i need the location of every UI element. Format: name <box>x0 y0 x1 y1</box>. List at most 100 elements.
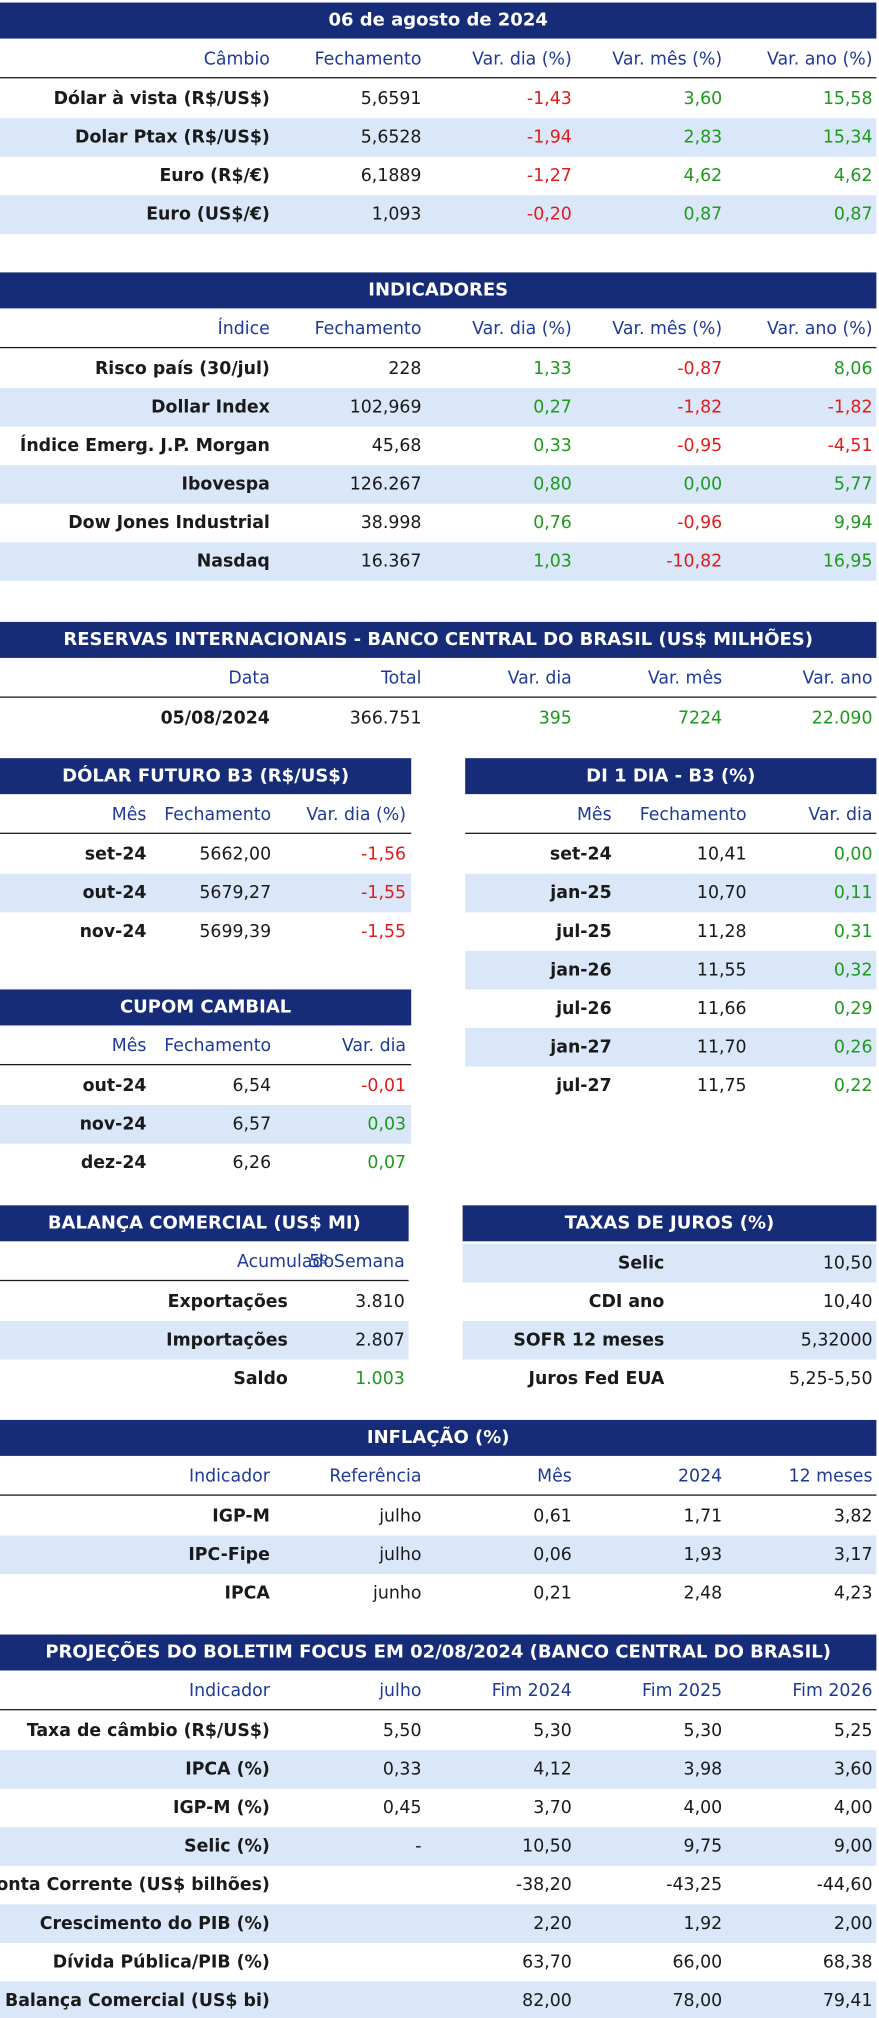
row-label: Juros Fed EUA <box>528 1368 665 1390</box>
table-row: Dow Jones Industrial 38.998 0,76 -0,96 9,94 <box>0 504 876 543</box>
cell-value: 6,1889 <box>360 165 422 187</box>
column-label: Var. mês (%) <box>612 48 723 70</box>
cell-value: 0,22 <box>833 1075 873 1097</box>
table-row: Taxa de câmbio (R$/US$) 5,50 5,30 5,30 5,25 <box>0 1712 876 1751</box>
row-label: IGP-M <box>212 1506 270 1527</box>
row-label: Selic <box>617 1252 665 1274</box>
table-row: jul-25 11,28 0,31 <box>465 912 876 951</box>
cell-value: 11,75 <box>696 1075 747 1097</box>
cell-value: -10,82 <box>666 551 723 572</box>
column-label: Data <box>228 668 270 689</box>
cell-value: -1,43 <box>526 88 572 110</box>
table-row: dez-24 6,26 0,07 <box>0 1144 411 1183</box>
table-row: jan-26 11,55 0,32 <box>465 950 877 990</box>
cell-value: 0,32 <box>833 959 873 981</box>
row-label: Índice Emerg. J.P. Morgan <box>19 435 270 457</box>
table-row: Dívida Pública/PIB (%) 63,70 66,00 68,38 <box>0 1943 876 1982</box>
cell-value: 11,70 <box>696 1036 747 1058</box>
row-label: out-24 <box>82 882 147 904</box>
section-title: DI 1 DIA - B3 (%) <box>465 758 877 795</box>
section-title: BALANÇA COMERCIAL (US$ MI) <box>0 1205 409 1242</box>
cell-value: 2,20 <box>533 1913 572 1934</box>
column-label: Índice <box>217 318 270 340</box>
column-label: 5º Semana <box>309 1251 405 1273</box>
cell-value: 16,95 <box>822 551 873 572</box>
cell-value: 2.807 <box>355 1329 405 1351</box>
cell-value: -1,55 <box>361 921 407 942</box>
cell-value: julho <box>379 1544 422 1566</box>
cell-value: 0,07 <box>367 1152 407 1174</box>
table-row: jan-27 11,70 0,26 <box>465 1028 877 1067</box>
row-label: set-24 <box>84 844 147 865</box>
table-row: SOFR 12 meses 5,32000 <box>462 1320 877 1360</box>
table-row: set-24 5662,00 -1,56 <box>0 835 411 874</box>
table-row: Nasdaq 16.367 1,03 -10,82 16,95 <box>0 542 877 581</box>
row-label: dez-24 <box>80 1152 147 1174</box>
cell-value: 0,31 <box>833 921 873 942</box>
cell-value: 5,6528 <box>360 127 422 148</box>
column-label: Indicador <box>188 1466 270 1487</box>
row-label: Exportações <box>167 1291 288 1312</box>
cell-value: -43,25 <box>666 1874 723 1896</box>
cell-value: -38,20 <box>515 1874 572 1896</box>
cell-value: 0,06 <box>533 1544 572 1566</box>
cell-value: 15,58 <box>822 88 873 110</box>
column-label: Acumulado <box>237 1251 335 1273</box>
row-label: Dívida Pública/PIB (%) <box>52 1951 270 1973</box>
table-row: Saldo 1.003 <box>0 1360 409 1399</box>
cell-value: 68,38 <box>822 1951 873 1973</box>
cell-value: 0,87 <box>833 204 873 225</box>
cell-value: 6,54 <box>232 1075 272 1097</box>
row-label: Taxa de câmbio (R$/US$) <box>26 1720 270 1742</box>
cell-value: julho <box>379 1506 422 1527</box>
cell-value: 5,30 <box>533 1720 572 1742</box>
section-title: CUPOM CAMBIAL <box>0 989 412 1026</box>
column-header: Indicador Referência Mês 2024 12 meses <box>0 1458 877 1496</box>
cell-value: -4,51 <box>827 435 873 457</box>
cell-value: 4,12 <box>533 1759 572 1780</box>
cell-value: 4,62 <box>683 165 723 187</box>
table-row: Risco país (30/jul) 228 1,33 -0,87 8,06 <box>0 350 876 389</box>
cell-value: 126.267 <box>349 474 422 495</box>
column-label: Mês <box>537 1466 572 1487</box>
row-label: jul-26 <box>556 998 612 1020</box>
cell-value: 10,41 <box>696 844 747 865</box>
cell-value: -1,56 <box>361 844 407 865</box>
column-label: Referência <box>329 1466 422 1487</box>
cell-value: 4,62 <box>833 165 873 187</box>
column-header: 5º Semana Acumulado <box>0 1244 409 1282</box>
cell-value: 4,00 <box>683 1797 723 1819</box>
cell-value: 63,70 <box>522 1951 572 1973</box>
cell-value: 10,40 <box>822 1291 873 1312</box>
cell-value: 5,25 <box>833 1720 873 1742</box>
cell-value: 0,33 <box>533 435 572 457</box>
cell-value: 9,94 <box>833 512 873 534</box>
row-label: Euro (US$/€) <box>146 204 270 225</box>
cell-value: 366.751 <box>349 708 422 729</box>
column-label: Mês <box>111 804 147 825</box>
row-label: Risco país (30/jul) <box>94 358 270 380</box>
cell-value: 5,32000 <box>800 1329 873 1351</box>
cell-value: -0,20 <box>526 204 572 225</box>
row-label: out-24 <box>82 1075 147 1097</box>
cell-value: 0,87 <box>683 204 723 225</box>
cell-value: 395 <box>538 708 572 729</box>
row-label: jul-25 <box>556 921 612 942</box>
section-title: DÓLAR FUTURO B3 (R$/US$) <box>0 758 412 795</box>
row-label: IPCA (%) <box>185 1759 270 1780</box>
cell-value: 228 <box>388 358 422 380</box>
cell-value: 3,17 <box>833 1544 873 1566</box>
table-row: Euro (R$/€) 6,1889 -1,27 4,62 4,62 <box>0 157 876 196</box>
table-row: IPCA (%) 0,33 4,12 3,98 3,60 <box>0 1750 877 1789</box>
cell-value: 1,93 <box>683 1544 723 1566</box>
row-label: Crescimento do PIB (%) <box>39 1913 270 1934</box>
cell-value: -1,82 <box>827 397 873 418</box>
cell-value: 4,00 <box>833 1797 873 1819</box>
table-row: Dolar Ptax (R$/US$) 5,6528 -1,94 2,83 15,34 <box>0 118 877 157</box>
row-label: IGP-M (%) <box>172 1797 270 1819</box>
table-row: Conta Corrente (US$ bilhões) -38,20 -43,25… <box>0 1866 876 1905</box>
column-label: 2024 <box>678 1466 723 1487</box>
section-title: INDICADORES <box>0 272 877 309</box>
cell-value: 5679,27 <box>199 882 272 904</box>
